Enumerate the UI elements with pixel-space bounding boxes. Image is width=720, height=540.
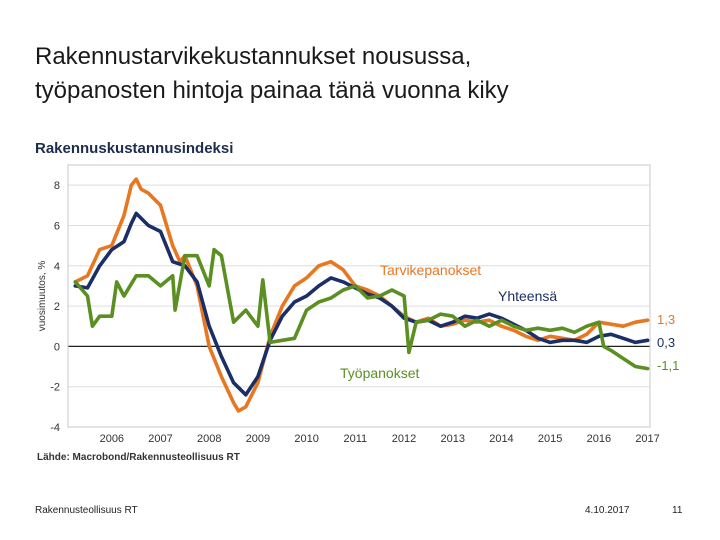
- y-axis-ticks: -4 -2 0 2 4 6 8: [50, 180, 60, 434]
- x-tick-label: 2009: [246, 433, 270, 445]
- end-label-tarvikepanokset: 1,3: [657, 312, 675, 327]
- slide-title: Rakennustarvikekustannukset nousussa, ty…: [35, 40, 695, 108]
- series-line-2: [73, 247, 650, 371]
- y-tick-label: -4: [50, 422, 60, 434]
- end-label-tyopanokset: -1,1: [657, 358, 679, 373]
- chart-source: Lähde: Macrobond/Rakennusteollisuus RT: [37, 452, 240, 463]
- x-tick-label: 2011: [344, 433, 368, 445]
- page-number: 11: [672, 505, 683, 516]
- chart-title: Rakennuskustannusindeksi: [35, 140, 234, 157]
- series-line-0: [73, 177, 650, 413]
- end-label-yhteensa: 0,3: [657, 335, 675, 350]
- series-lines: [73, 177, 650, 413]
- x-tick-label: 2012: [392, 433, 416, 445]
- gridlines: [68, 184, 650, 428]
- y-tick-label: 0: [54, 341, 60, 353]
- plot-frame: [67, 164, 651, 428]
- x-tick-label: 2017: [635, 433, 659, 445]
- x-tick-label: 2013: [441, 433, 465, 445]
- footer-organization: Rakennusteollisuus RT: [35, 505, 138, 516]
- series-label-tyopanokset: Työpanokset: [340, 365, 419, 381]
- footer-date: 4.10.2017: [585, 505, 630, 516]
- x-tick-label: 2008: [197, 433, 221, 445]
- x-tick-label: 2014: [489, 433, 513, 445]
- y-tick-label: -2: [50, 382, 60, 394]
- x-axis-ticks: 2006 2007 2008 2009 2010 2011 2012 2013 2014 2015…: [100, 433, 660, 445]
- x-tick-label: 2016: [587, 433, 611, 445]
- y-tick-label: 6: [54, 220, 60, 232]
- y-tick-label: 4: [54, 261, 60, 273]
- x-tick-label: 2007: [148, 433, 172, 445]
- y-tick-label: 8: [54, 180, 60, 192]
- slide-title-line-1: Rakennustarvikekustannukset nousussa,: [35, 43, 472, 70]
- slide-title-line-2: työpanosten hintoja painaa tänä vuonna k…: [35, 77, 509, 104]
- x-tick-label: 2015: [538, 433, 562, 445]
- y-tick-label: 2: [54, 301, 60, 313]
- series-label-yhteensa: Yhteensä: [498, 288, 557, 304]
- x-tick-label: 2010: [294, 433, 318, 445]
- x-tick-label: 2006: [100, 433, 124, 445]
- series-label-tarvikepanokset: Tarvikepanokset: [380, 262, 481, 278]
- y-axis-label: vuosimuutos, %: [37, 261, 48, 332]
